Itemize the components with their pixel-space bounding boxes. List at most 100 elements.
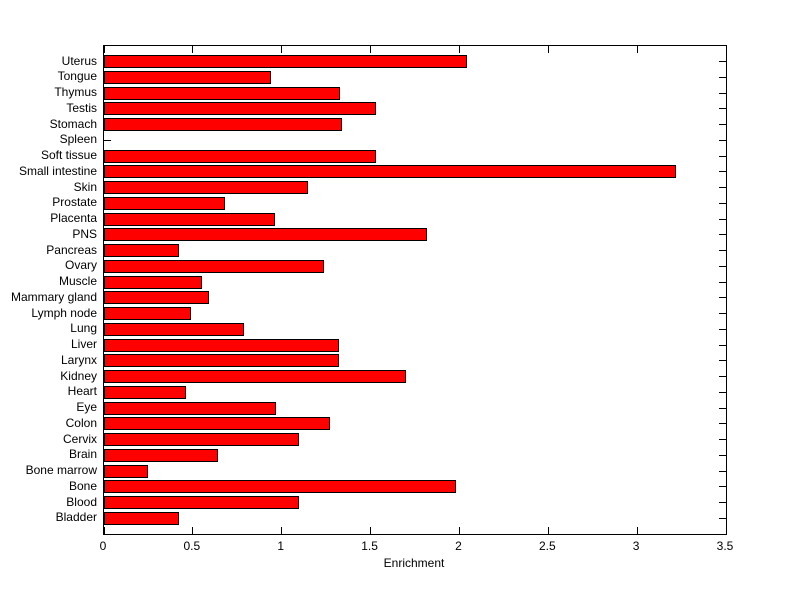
y-tick-label: Spleen <box>59 132 97 147</box>
y-tick-label: Prostate <box>52 195 97 210</box>
y-tick-right <box>719 61 726 63</box>
x-tick-top <box>547 46 549 53</box>
x-tick-top <box>458 46 460 53</box>
x-tick-label: 3 <box>632 539 640 553</box>
y-tick-label: Cervix <box>62 431 97 446</box>
x-tick-label: 1.5 <box>361 539 378 553</box>
y-tick-label: Testis <box>66 100 97 115</box>
x-tick-bottom <box>103 527 105 534</box>
y-tick-right <box>719 218 726 220</box>
y-tick-right <box>719 328 726 330</box>
x-tick-label: 2 <box>455 539 462 553</box>
x-tick-top <box>636 46 638 53</box>
bar-cervix <box>104 433 300 447</box>
bar-soft-tissue <box>104 149 376 163</box>
bar-blood <box>104 496 300 510</box>
y-tick-label: Colon <box>65 415 97 430</box>
bar-bone <box>104 480 456 494</box>
y-tick-label: Mammary gland <box>10 289 97 304</box>
bar-pancreas <box>104 244 179 258</box>
y-tick-left <box>104 139 111 141</box>
y-tick-label: Larynx <box>60 352 97 367</box>
y-tick-right <box>719 139 726 141</box>
bar-heart <box>104 385 186 399</box>
y-tick-right <box>719 297 726 299</box>
y-tick-label: Pancreas <box>46 242 97 257</box>
bar-eye <box>104 401 277 415</box>
bar-uterus <box>104 55 467 69</box>
plot-area <box>103 45 727 535</box>
y-tick-label: Soft tissue <box>40 148 97 163</box>
bar-lymph-node <box>104 307 192 321</box>
bar-placenta <box>104 212 275 226</box>
y-tick-right <box>719 517 726 519</box>
y-tick-right <box>719 470 726 472</box>
y-tick-right <box>719 155 726 157</box>
y-tick-label: Small intestine <box>18 163 97 178</box>
bar-bladder <box>104 511 179 525</box>
x-tick-bottom <box>281 527 283 534</box>
y-tick-label: Bone marrow <box>25 463 97 478</box>
y-tick-right <box>719 265 726 267</box>
y-tick-right <box>719 313 726 315</box>
y-tick-right <box>719 108 726 110</box>
bar-bone-marrow <box>104 464 149 478</box>
y-tick-right <box>719 234 726 236</box>
y-tick-label: Bladder <box>55 510 97 525</box>
y-tick-right <box>719 171 726 173</box>
bar-testis <box>104 102 376 116</box>
bar-stomach <box>104 118 343 132</box>
bar-prostate <box>104 196 225 210</box>
y-tick-label: Uterus <box>61 53 97 68</box>
bar-colon <box>104 417 330 431</box>
y-tick-right <box>719 124 726 126</box>
bar-lung <box>104 322 245 336</box>
y-tick-label: Thymus <box>54 85 97 100</box>
x-tick-bottom <box>636 527 638 534</box>
y-tick-right <box>719 376 726 378</box>
y-tick-right <box>719 281 726 283</box>
y-tick-label: Muscle <box>58 274 97 289</box>
x-axis-label: Enrichment <box>383 556 445 570</box>
x-tick-bottom <box>370 527 372 534</box>
x-tick-label: 3.5 <box>716 539 734 553</box>
y-tick-label: Bone <box>68 478 97 493</box>
x-tick-bottom <box>192 527 194 534</box>
x-tick-label: 2.5 <box>538 539 556 553</box>
y-tick-right <box>719 391 726 393</box>
x-tick-top <box>370 46 372 53</box>
bar-muscle <box>104 275 202 289</box>
y-tick-right <box>719 92 726 94</box>
x-tick-label: 0 <box>99 539 107 553</box>
y-tick-label: Skin <box>73 179 97 194</box>
x-tick-bottom <box>547 527 549 534</box>
x-tick-top <box>192 46 194 53</box>
y-tick-label: Ovary <box>64 258 97 273</box>
y-tick-right <box>719 76 726 78</box>
x-tick-top <box>103 46 105 53</box>
x-tick-top <box>281 46 283 53</box>
y-tick-right <box>719 486 726 488</box>
y-tick-right <box>719 344 726 346</box>
y-tick-right <box>719 187 726 189</box>
bar-thymus <box>104 86 341 100</box>
y-tick-label: PNS <box>72 226 97 241</box>
y-tick-label: Brain <box>68 447 97 462</box>
bar-tongue <box>104 70 272 84</box>
y-tick-label: Heart <box>67 384 97 399</box>
bar-larynx <box>104 354 339 368</box>
y-tick-right <box>719 502 726 504</box>
y-tick-right <box>719 250 726 252</box>
y-tick-label: Placenta <box>50 211 97 226</box>
x-tick-bottom <box>725 527 727 534</box>
bar-liver <box>104 338 339 352</box>
y-tick-label: Liver <box>70 337 97 352</box>
y-tick-label: Tongue <box>57 69 97 84</box>
bar-pns <box>104 228 428 242</box>
y-tick-right <box>719 202 726 204</box>
x-tick-top <box>725 46 727 53</box>
bar-small-intestine <box>104 165 677 179</box>
bar-mammary-gland <box>104 291 209 305</box>
y-tick-label: Lymph node <box>31 305 97 320</box>
